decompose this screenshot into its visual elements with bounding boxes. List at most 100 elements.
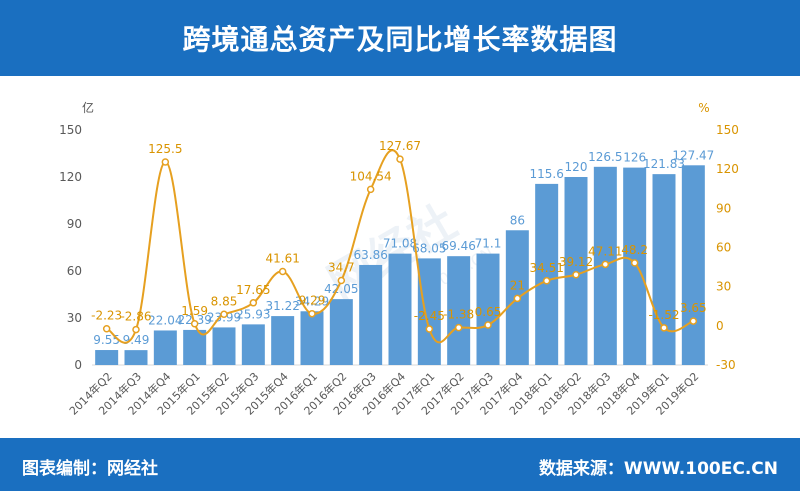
bar xyxy=(300,311,324,365)
line-label: 41.61 xyxy=(265,252,299,266)
line-label: 9.29 xyxy=(299,294,326,308)
line-label: 48.2 xyxy=(621,243,648,257)
line-label: 34.51 xyxy=(529,261,563,275)
line-label: 47.11 xyxy=(588,244,622,258)
growth-point xyxy=(484,321,492,329)
bar-label: 127.47 xyxy=(672,148,714,162)
line-label: 8.85 xyxy=(211,294,238,308)
bar-label: 126.5 xyxy=(588,150,622,164)
line-label: -2.23 xyxy=(91,309,122,323)
growth-point xyxy=(660,324,668,332)
bar-label: 22.04 xyxy=(148,313,182,327)
bar xyxy=(124,350,148,365)
bar xyxy=(95,350,119,365)
line-label: 3.65 xyxy=(680,301,707,315)
bar-label: 22.39 xyxy=(177,313,211,327)
line-label: 17.65 xyxy=(236,283,270,297)
left-axis-tick: 30 xyxy=(67,311,82,325)
bar xyxy=(681,165,705,365)
bar xyxy=(476,253,500,365)
bar xyxy=(359,264,383,365)
bar-label: 25.93 xyxy=(236,307,270,321)
bar xyxy=(271,316,295,365)
growth-point xyxy=(513,294,522,303)
bar xyxy=(153,330,177,365)
left-axis-tick: 120 xyxy=(59,170,82,184)
bar xyxy=(535,183,559,365)
left-axis-tick: 150 xyxy=(59,123,82,137)
left-axis-unit: 亿 xyxy=(82,100,94,115)
bar-label: 86 xyxy=(510,213,525,227)
bar xyxy=(388,253,412,365)
line-label: -2.86 xyxy=(120,310,151,324)
line-label: 0.65 xyxy=(475,305,502,319)
bar xyxy=(564,177,588,365)
bar-label: 31.22 xyxy=(265,299,299,313)
line-label: -1.38 xyxy=(443,308,474,322)
line-label: 127.67 xyxy=(379,139,421,153)
growth-point xyxy=(190,320,199,328)
bar-label: 68.05 xyxy=(412,241,446,255)
right-axis-tick: 120 xyxy=(716,162,739,176)
growth-point xyxy=(396,155,404,163)
line-label: 21 xyxy=(510,278,525,292)
left-axis-tick: 0 xyxy=(74,358,82,372)
right-axis-tick: 0 xyxy=(716,319,724,333)
growth-point xyxy=(366,185,375,194)
growth-point xyxy=(249,299,258,307)
bar xyxy=(241,324,265,365)
bar xyxy=(417,258,441,365)
growth-point xyxy=(542,277,551,285)
bar-label: 42.05 xyxy=(324,282,358,296)
growth-point xyxy=(337,276,346,285)
line-label: 1.59 xyxy=(181,304,208,318)
growth-point xyxy=(308,309,316,318)
right-axis-tick: 150 xyxy=(716,123,739,137)
line-label: 104.54 xyxy=(350,169,392,183)
bar-label: 69.46 xyxy=(441,239,475,253)
bar xyxy=(212,327,236,365)
chart-svg: 网经社100EC.CN0306090120150亿-30030609012015… xyxy=(59,100,739,418)
growth-line xyxy=(106,149,694,344)
growth-point xyxy=(630,259,639,267)
right-axis-tick: -30 xyxy=(716,358,736,372)
growth-point xyxy=(425,325,434,333)
growth-point xyxy=(572,271,580,279)
bar-label: 121.83 xyxy=(643,157,685,171)
line-label: -2.45 xyxy=(414,309,445,323)
bar xyxy=(183,329,207,365)
line-label: 39.12 xyxy=(559,255,593,269)
growth-point xyxy=(454,323,463,332)
bar xyxy=(652,174,676,365)
right-axis-tick: 60 xyxy=(716,241,731,255)
bar-label: 71.08 xyxy=(383,237,417,251)
growth-point xyxy=(689,317,698,325)
bar xyxy=(447,256,471,365)
growth-point xyxy=(132,325,140,334)
line-label: 125.5 xyxy=(148,142,182,156)
bar-label: 71.1 xyxy=(475,237,502,251)
growth-point xyxy=(161,158,170,166)
right-axis-tick: 30 xyxy=(716,280,731,294)
bar-label: 120 xyxy=(565,160,588,174)
left-axis-tick: 60 xyxy=(67,264,82,278)
line-label: 34.7 xyxy=(328,261,355,275)
bar xyxy=(329,299,353,365)
bar-label: 126 xyxy=(623,151,646,165)
growth-point xyxy=(601,260,610,269)
footer-source: 数据来源：WWW.100EC.CN xyxy=(538,459,778,479)
header-banner: 跨境通总资产及同比增长率数据图 xyxy=(0,0,800,76)
right-axis-tick: 90 xyxy=(716,201,731,215)
bar-label: 115.6 xyxy=(529,167,563,181)
page-title: 跨境通总资产及同比增长率数据图 xyxy=(182,23,618,56)
footer-banner: 图表编制：网经社 数据来源：WWW.100EC.CN xyxy=(0,438,800,491)
growth-point xyxy=(102,324,111,333)
growth-point xyxy=(278,267,287,276)
footer-credit: 图表编制：网经社 xyxy=(22,459,158,479)
bar-label: 9.49 xyxy=(123,333,150,347)
line-label: -1.52 xyxy=(648,308,679,322)
left-axis-tick: 90 xyxy=(67,217,82,231)
right-axis-unit: % xyxy=(698,101,709,115)
growth-point xyxy=(220,310,228,319)
chart-area: 网经社100EC.CN0306090120150亿-30030609012015… xyxy=(0,76,800,438)
